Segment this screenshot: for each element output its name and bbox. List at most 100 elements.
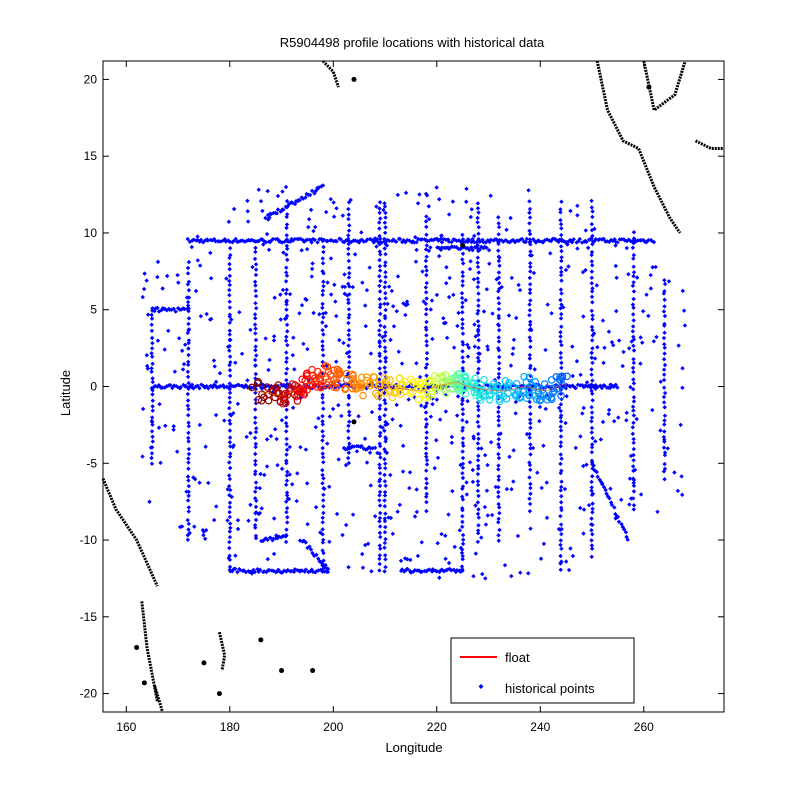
historical-point	[377, 406, 382, 411]
historical-point	[566, 567, 572, 573]
historical-point	[252, 357, 258, 363]
historical-point	[227, 460, 232, 465]
historical-point	[631, 273, 636, 279]
historical-point	[346, 241, 351, 247]
historical-point	[590, 316, 595, 322]
historical-point	[661, 291, 667, 296]
historical-point	[346, 365, 352, 370]
historical-point	[590, 263, 595, 268]
historical-point	[183, 342, 188, 347]
historical-point	[275, 207, 281, 212]
historical-point	[321, 279, 326, 284]
historical-point	[460, 411, 466, 417]
historical-point	[443, 237, 449, 242]
historical-point	[403, 567, 409, 573]
historical-point	[527, 435, 532, 440]
historical-point	[334, 313, 339, 319]
historical-point	[208, 276, 214, 281]
historical-point	[280, 287, 286, 293]
historical-point	[377, 220, 382, 225]
historical-point	[377, 493, 382, 498]
historical-point	[377, 462, 382, 467]
historical-point	[382, 345, 388, 350]
x-tick-label: 160	[116, 720, 136, 734]
historical-point	[381, 207, 386, 213]
historical-point	[186, 346, 191, 351]
float-profile-marker	[549, 384, 557, 393]
historical-point	[227, 305, 233, 310]
historical-point	[631, 230, 637, 235]
historical-point	[184, 295, 190, 300]
historical-point	[458, 545, 464, 551]
historical-point	[558, 440, 564, 445]
historical-point	[648, 272, 653, 278]
historical-point	[558, 408, 564, 414]
historical-point	[402, 556, 408, 561]
historical-point	[284, 490, 290, 495]
historical-point	[377, 530, 383, 536]
historical-point	[497, 255, 502, 260]
historical-point	[145, 312, 151, 317]
historical-point	[473, 503, 478, 508]
historical-point	[640, 340, 645, 345]
historical-point	[306, 224, 311, 230]
historical-point	[227, 381, 232, 386]
historical-point	[624, 410, 629, 416]
historical-point	[274, 211, 280, 216]
historical-point	[284, 452, 289, 457]
historical-point	[558, 522, 564, 527]
historical-point	[631, 446, 637, 452]
historical-point	[365, 541, 371, 546]
historical-point	[630, 245, 636, 250]
historical-point	[346, 402, 351, 407]
historical-point	[631, 348, 637, 353]
historical-point	[528, 242, 533, 247]
historical-point	[312, 191, 317, 196]
historical-point	[559, 456, 564, 461]
historical-point	[421, 299, 426, 304]
historical-point	[267, 239, 273, 245]
historical-point	[424, 214, 429, 219]
historical-point	[662, 450, 668, 455]
historical-point	[558, 329, 563, 335]
historical-point	[564, 394, 569, 399]
historical-point	[621, 349, 626, 355]
historical-point	[496, 533, 501, 538]
historical-point	[321, 550, 326, 556]
float-profile-marker	[355, 383, 364, 392]
historical-point	[383, 296, 388, 301]
historical-point	[449, 568, 454, 573]
historical-point	[516, 282, 521, 288]
historical-point	[515, 533, 521, 539]
historical-point	[377, 242, 382, 247]
historical-point	[528, 298, 533, 303]
historical-point	[227, 529, 232, 534]
historical-point	[253, 316, 258, 321]
historical-point	[233, 383, 238, 389]
historical-point	[460, 261, 466, 266]
historical-point	[284, 527, 289, 532]
historical-point	[227, 476, 233, 482]
historical-point	[378, 311, 383, 317]
historical-point	[460, 355, 465, 360]
historical-point	[630, 324, 636, 329]
historical-point	[140, 406, 146, 412]
island	[351, 76, 357, 82]
historical-point	[346, 435, 351, 441]
historical-point	[423, 191, 429, 197]
historical-point	[496, 306, 502, 312]
historical-point	[255, 566, 260, 572]
historical-point	[395, 509, 400, 514]
historical-point	[466, 345, 472, 350]
historical-point	[149, 335, 155, 341]
historical-point	[630, 302, 636, 307]
historical-point	[253, 262, 259, 267]
historical-point	[231, 239, 236, 244]
historical-point	[527, 221, 532, 226]
historical-point	[253, 344, 258, 349]
historical-point	[586, 502, 592, 508]
historical-point	[406, 397, 411, 402]
historical-point	[570, 344, 575, 349]
historical-point	[439, 240, 445, 245]
historical-point	[383, 280, 388, 285]
